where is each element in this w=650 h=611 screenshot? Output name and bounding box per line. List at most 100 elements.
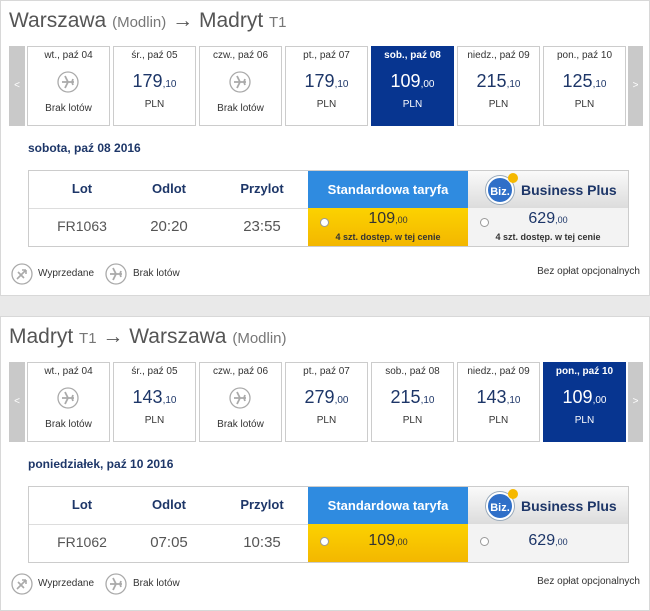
radio[interactable]: [320, 537, 329, 546]
destination: Madryt: [198, 9, 264, 32]
no-flights: Brak lotów: [217, 419, 264, 430]
col-header: Przylot: [240, 497, 284, 512]
price-main: 109: [368, 210, 396, 227]
currency: PLN: [402, 99, 423, 110]
biz-plus: [508, 173, 518, 183]
legend-sold: Wyprzedane: [38, 578, 95, 589]
price: 109,00: [308, 210, 468, 228]
day-label: czw., paź 06: [212, 50, 269, 61]
day-tab[interactable]: niedz., paź 09 143,10 PLN: [457, 362, 540, 442]
day-tab[interactable]: śr., paź 05 179,10 PLN: [113, 46, 196, 126]
price-cents: ,10: [162, 395, 177, 406]
day-tab[interactable]: wt., paź 04 Brak lotów: [27, 362, 110, 442]
prev-button[interactable]: <: [9, 362, 25, 442]
price: 279,00: [286, 387, 367, 408]
day-tab[interactable]: sob., paź 08 215,10 PLN: [371, 362, 454, 442]
day-tab[interactable]: pon., paź 10 109,00 PLN: [543, 362, 626, 442]
flight-number: FR1062: [57, 534, 107, 550]
standard-fare[interactable]: 109,00: [308, 524, 468, 562]
no-flights-icon: [229, 387, 251, 409]
no-flights-icon: [105, 573, 127, 595]
currency: PLN: [144, 415, 165, 426]
no-flights-icon: [57, 387, 79, 409]
next-button[interactable]: >: [628, 362, 643, 442]
day-tab[interactable]: niedz., paź 09 215,10 PLN: [457, 46, 540, 126]
no-flights-icon: [105, 263, 127, 285]
price-main: 179: [132, 71, 163, 91]
no-flights-icon: [57, 71, 79, 93]
legend-fees: Bez opłat opcjonalnych: [537, 576, 640, 587]
day-label: niedz., paź 09: [467, 366, 530, 377]
price-cents: ,10: [506, 395, 521, 406]
price-cents: ,00: [395, 537, 408, 547]
day-tab[interactable]: sob., paź 08 109,00 PLN: [371, 46, 454, 126]
selected-date: sobota, paź 08 2016: [28, 141, 141, 155]
route-title: Warszawa (Modlin) → Madryt T1: [9, 9, 287, 33]
day-tab[interactable]: pt., paź 07 179,10 PLN: [285, 46, 368, 126]
price: 179,10: [286, 71, 367, 92]
price: 629,00: [468, 532, 628, 550]
day-label: śr., paź 05: [131, 366, 178, 377]
business-title: Business Plus: [521, 182, 617, 198]
availability-note: 4 szt. dostęp. w tej cenie: [335, 232, 441, 242]
selected-date: poniedziałek, paź 10 2016: [28, 457, 174, 471]
departure-time: 07:05: [150, 534, 188, 551]
radio[interactable]: [480, 218, 489, 227]
standard-header: Standardowa taryfa: [308, 171, 468, 208]
radio[interactable]: [480, 537, 489, 546]
business-fare[interactable]: 629,00 4 szt. dostęp. w tej cenie: [468, 208, 628, 246]
price-cents: ,10: [420, 395, 435, 406]
prev-button[interactable]: <: [9, 46, 25, 126]
price-cents: ,00: [334, 395, 349, 406]
fare-table: Lot Odlot Przylot FR1063 20:20 23:55 Standardo…: [28, 170, 629, 247]
arrival-time: 10:35: [243, 534, 281, 551]
price-main: 109: [390, 71, 421, 91]
route-title: Madryt T1 → Warszawa (Modlin): [9, 325, 287, 349]
business-title: Business Plus: [521, 498, 617, 514]
price: 215,10: [372, 387, 453, 408]
col-header: Odlot: [152, 181, 186, 196]
day-label: pt., paź 07: [303, 50, 350, 61]
legend-none: Brak lotów: [133, 268, 180, 279]
next-button[interactable]: >: [628, 46, 643, 126]
day-tab[interactable]: czw., paź 06 Brak lotów: [199, 46, 282, 126]
destination-note: (Modlin): [232, 330, 287, 347]
currency: PLN: [316, 99, 337, 110]
currency: PLN: [488, 415, 509, 426]
price-cents: ,10: [506, 79, 521, 90]
price-cents: ,00: [420, 79, 435, 90]
day-tab[interactable]: czw., paź 06 Brak lotów: [199, 362, 282, 442]
destination: Warszawa: [129, 325, 227, 348]
price: 179,10: [114, 71, 195, 92]
origin: Madryt: [9, 325, 74, 348]
sold-out-icon: [11, 573, 33, 595]
fare-table: Lot Odlot Przylot FR1062 07:05 10:35 Standardo…: [28, 486, 629, 563]
standard-fare[interactable]: 109,00 4 szt. dostęp. w tej cenie: [308, 208, 468, 246]
price-cents: ,10: [162, 79, 177, 90]
business-fare[interactable]: 629,00: [468, 524, 628, 562]
day-label: sob., paź 08: [384, 50, 441, 61]
origin-note: T1: [79, 330, 97, 347]
currency: PLN: [316, 415, 337, 426]
standard-header: Standardowa taryfa: [308, 487, 468, 524]
price: 143,10: [458, 387, 539, 408]
day-tab[interactable]: pt., paź 07 279,00 PLN: [285, 362, 368, 442]
radio[interactable]: [320, 218, 329, 227]
legend-sold: Wyprzedane: [38, 268, 95, 279]
price: 143,10: [114, 387, 195, 408]
day-tab[interactable]: śr., paź 05 143,10 PLN: [113, 362, 196, 442]
day-tab[interactable]: wt., paź 04 Brak lotów: [27, 46, 110, 126]
no-flights: Brak lotów: [217, 103, 264, 114]
day-label: pt., paź 07: [303, 366, 350, 377]
arrow: →: [172, 9, 194, 32]
price-main: 109: [562, 387, 593, 407]
biz-plus: [508, 489, 518, 499]
flight-number: FR1063: [57, 218, 107, 234]
price-cents: ,00: [592, 395, 607, 406]
day-label: wt., paź 04: [44, 366, 93, 377]
availability-note: 4 szt. dostęp. w tej cenie: [495, 232, 601, 242]
col-header: Lot: [71, 181, 93, 196]
price: 629,00: [468, 210, 628, 228]
day-tab[interactable]: pon., paź 10 125,10 PLN: [543, 46, 626, 126]
